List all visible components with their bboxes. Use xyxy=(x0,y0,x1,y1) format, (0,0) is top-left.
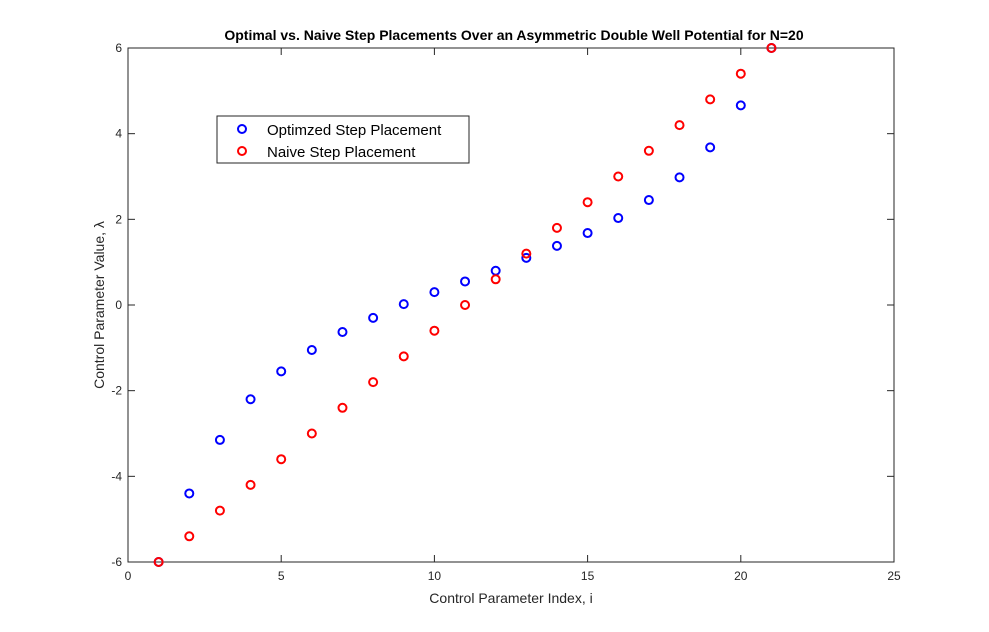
data-point xyxy=(643,145,654,156)
x-tick-label: 15 xyxy=(581,569,595,583)
x-axis: 0 5 10 15 20 25 xyxy=(125,48,901,583)
data-point xyxy=(705,94,716,105)
data-point xyxy=(613,213,624,224)
legend: Optimzed Step Placement Naive Step Place… xyxy=(216,115,470,164)
x-tick-label: 5 xyxy=(278,569,285,583)
y-tick-label: 0 xyxy=(115,298,122,312)
y-tick-label: 6 xyxy=(115,41,122,55)
legend-label-optimized: Optimzed Step Placement xyxy=(267,122,442,139)
data-point xyxy=(306,344,317,355)
data-point xyxy=(153,557,164,567)
data-point xyxy=(490,274,501,285)
x-tick-label: 25 xyxy=(887,569,901,583)
series-naive xyxy=(153,43,777,567)
x-tick-label: 10 xyxy=(428,569,442,583)
y-axis: -6 -4 -2 0 2 4 6 xyxy=(111,41,894,569)
y-tick-label: 2 xyxy=(115,212,122,226)
data-point xyxy=(429,325,440,336)
chart-title: Optimal vs. Naive Step Placements Over a… xyxy=(224,27,803,43)
data-point xyxy=(245,394,256,405)
data-point xyxy=(551,240,562,251)
data-point xyxy=(184,531,195,542)
data-point xyxy=(551,222,562,233)
data-point xyxy=(521,248,532,259)
data-point xyxy=(245,479,256,490)
data-point xyxy=(398,351,409,362)
data-point xyxy=(306,428,317,439)
data-point xyxy=(674,172,685,183)
data-point xyxy=(337,326,348,337)
legend-box xyxy=(216,115,470,164)
data-point xyxy=(214,505,225,516)
data-point xyxy=(460,300,471,310)
x-axis-label: Control Parameter Index, i xyxy=(429,590,592,606)
x-tick-label: 20 xyxy=(734,569,748,583)
data-point xyxy=(276,454,287,465)
data-point xyxy=(276,366,287,377)
data-point xyxy=(705,142,716,153)
data-point xyxy=(337,402,348,413)
data-point xyxy=(582,228,593,239)
data-point xyxy=(613,171,624,182)
y-tick-label: -4 xyxy=(111,469,122,483)
data-point xyxy=(735,68,746,79)
data-point xyxy=(368,377,379,388)
y-tick-label: -6 xyxy=(111,555,122,569)
data-point xyxy=(460,276,471,287)
data-point xyxy=(582,197,593,208)
legend-marker-naive xyxy=(237,146,247,156)
data-point xyxy=(429,287,440,298)
y-tick-label: -2 xyxy=(111,384,122,398)
series-layer xyxy=(153,43,777,567)
data-point xyxy=(521,252,532,263)
data-point xyxy=(214,434,225,445)
legend-label-naive: Naive Step Placement xyxy=(267,144,416,161)
data-point xyxy=(735,100,746,111)
y-axis-label: Control Parameter Value, λ xyxy=(91,221,107,389)
x-tick-label: 0 xyxy=(125,569,132,583)
data-point xyxy=(766,43,777,53)
data-point xyxy=(398,299,409,310)
data-point xyxy=(643,195,654,206)
y-tick-label: 4 xyxy=(115,127,122,141)
data-point xyxy=(674,120,685,131)
legend-marker-optimized xyxy=(237,124,247,134)
data-point xyxy=(184,488,195,499)
data-point xyxy=(368,312,379,323)
